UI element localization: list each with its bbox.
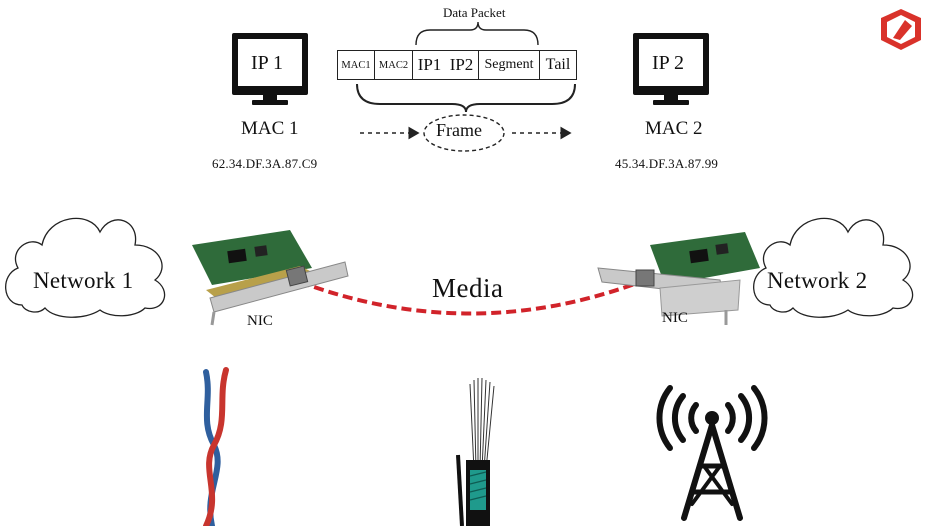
nic2-label: NIC: [662, 310, 688, 327]
nic-card-icon: [192, 230, 348, 325]
ip1-label: IP 1: [251, 52, 283, 75]
media-label: Media: [432, 273, 503, 304]
mac1-label: MAC 1: [241, 118, 299, 140]
network2-label: Network 2: [767, 268, 867, 294]
mac2-label: MAC 2: [645, 118, 703, 140]
fiber-optic-cable-icon: [458, 378, 494, 526]
twisted-pair-cable-icon: [206, 370, 226, 526]
ip2-label: IP 2: [652, 52, 684, 75]
mac1-address: 62.34.DF.3A.87.C9: [212, 156, 317, 172]
data-packet-title: Data Packet: [443, 5, 505, 21]
packet-brace-top: [416, 22, 538, 45]
wireless-tower-icon: [659, 388, 764, 518]
packet-field-ip1: IP1: [412, 50, 446, 80]
network1-label: Network 1: [33, 268, 133, 294]
frame-label: Frame: [436, 120, 482, 141]
packet-field-mac1: MAC1: [337, 50, 375, 80]
nic1-label: NIC: [247, 313, 273, 330]
mac2-address: 45.34.DF.3A.87.99: [615, 156, 718, 172]
packet-brace-bottom: [357, 84, 575, 112]
packet-field-tail: Tail: [539, 50, 577, 80]
packet-field-segment: Segment: [478, 50, 540, 80]
packet-field-ip2: IP2: [445, 50, 479, 80]
logo-icon: [881, 9, 921, 50]
packet-field-mac2: MAC2: [374, 50, 413, 80]
